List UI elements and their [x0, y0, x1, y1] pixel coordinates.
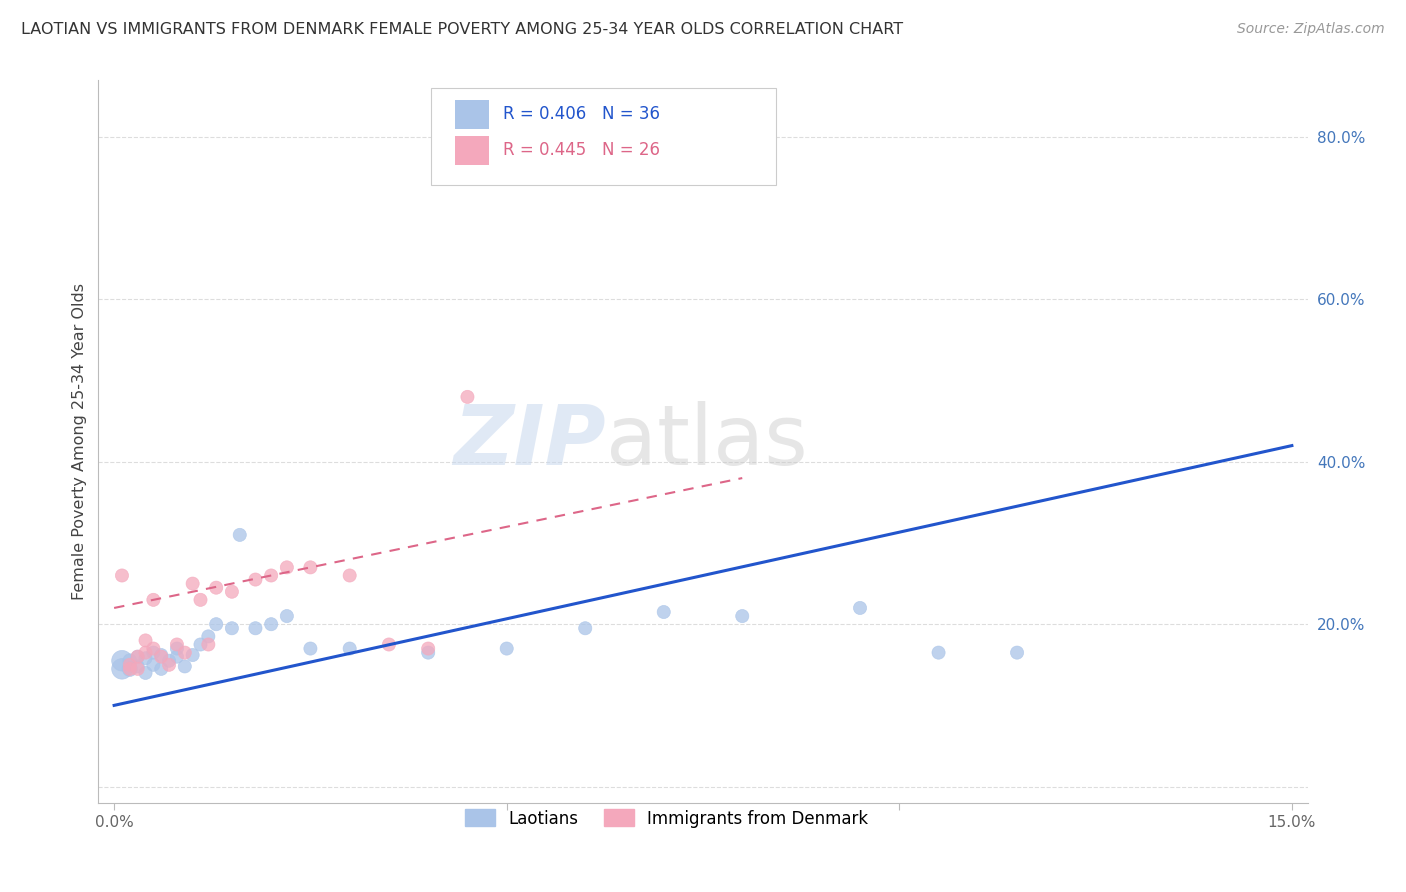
Point: [111, 662, 134, 676]
Point: [495, 641, 517, 656]
Point: [181, 576, 204, 591]
FancyBboxPatch shape: [456, 100, 489, 128]
Point: [135, 665, 157, 680]
Point: [118, 662, 141, 676]
Point: [127, 649, 149, 664]
Point: [205, 581, 228, 595]
Point: [142, 641, 165, 656]
Point: [456, 390, 478, 404]
Legend: Laotians, Immigrants from Denmark: Laotians, Immigrants from Denmark: [458, 803, 875, 834]
Point: [135, 633, 157, 648]
Point: [849, 601, 872, 615]
Point: [418, 641, 440, 656]
Text: R = 0.445   N = 26: R = 0.445 N = 26: [503, 141, 661, 160]
Point: [418, 646, 440, 660]
Point: [1005, 646, 1028, 660]
Point: [111, 568, 134, 582]
Point: [276, 609, 298, 624]
Point: [118, 662, 141, 676]
Point: [299, 560, 322, 574]
Point: [378, 638, 401, 652]
Point: [166, 649, 188, 664]
Point: [229, 528, 252, 542]
Point: [221, 584, 243, 599]
Point: [276, 560, 298, 574]
Point: [135, 646, 157, 660]
Point: [205, 617, 228, 632]
Y-axis label: Female Poverty Among 25-34 Year Olds: Female Poverty Among 25-34 Year Olds: [72, 283, 87, 600]
Point: [299, 641, 322, 656]
Point: [173, 659, 195, 673]
Point: [157, 657, 180, 672]
Text: ZIP: ZIP: [454, 401, 606, 482]
Point: [127, 649, 149, 664]
Point: [197, 638, 219, 652]
Point: [339, 568, 361, 582]
Point: [142, 657, 165, 672]
Point: [260, 617, 283, 632]
Text: Source: ZipAtlas.com: Source: ZipAtlas.com: [1237, 22, 1385, 37]
Text: R = 0.406   N = 36: R = 0.406 N = 36: [503, 105, 661, 123]
Point: [181, 648, 204, 662]
Point: [260, 568, 283, 582]
Point: [142, 646, 165, 660]
Point: [166, 638, 188, 652]
Point: [150, 649, 173, 664]
Point: [118, 657, 141, 672]
Point: [652, 605, 675, 619]
Point: [574, 621, 596, 635]
Point: [127, 659, 149, 673]
Text: LAOTIAN VS IMMIGRANTS FROM DENMARK FEMALE POVERTY AMONG 25-34 YEAR OLDS CORRELAT: LAOTIAN VS IMMIGRANTS FROM DENMARK FEMAL…: [21, 22, 903, 37]
Point: [118, 654, 141, 668]
Point: [150, 648, 173, 662]
Point: [197, 629, 219, 643]
Point: [928, 646, 950, 660]
Point: [166, 641, 188, 656]
Point: [221, 621, 243, 635]
FancyBboxPatch shape: [432, 87, 776, 185]
Point: [245, 621, 267, 635]
Point: [111, 654, 134, 668]
FancyBboxPatch shape: [456, 136, 489, 165]
Point: [173, 646, 195, 660]
Point: [150, 662, 173, 676]
Point: [190, 638, 212, 652]
Point: [190, 592, 212, 607]
Point: [135, 651, 157, 665]
Text: atlas: atlas: [606, 401, 808, 482]
Point: [339, 641, 361, 656]
Point: [142, 592, 165, 607]
Point: [731, 609, 754, 624]
Point: [245, 573, 267, 587]
Point: [127, 662, 149, 676]
Point: [157, 654, 180, 668]
